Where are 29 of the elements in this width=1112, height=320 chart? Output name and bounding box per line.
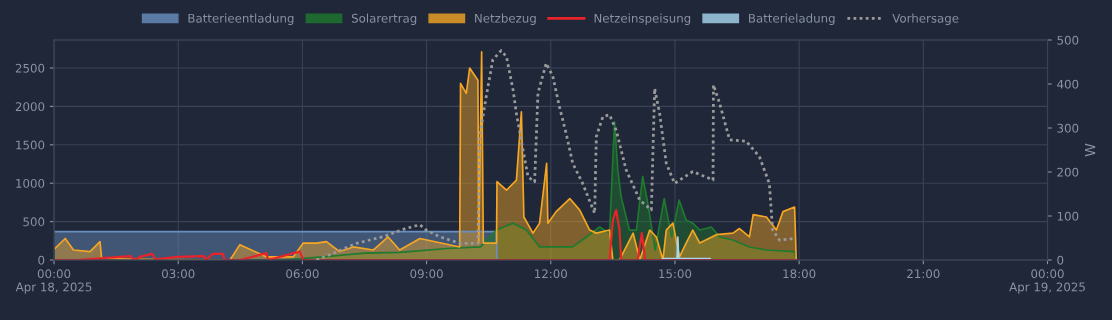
legend-label: Netzeinspeisung [594, 13, 691, 25]
x-tick-label: 00:00 Apr 18, 2025 [15, 269, 92, 294]
legend-label: Netzbezug [475, 13, 536, 25]
y2-axis-title: W [1085, 143, 1096, 157]
y-tick-label: 1000 [16, 178, 45, 188]
y-tick-label: 0 [38, 255, 45, 265]
x-tick-label: 09:00 [410, 269, 443, 279]
legend-label: Batterieladung [749, 13, 835, 25]
y2-tick-label: 200 [1057, 167, 1079, 177]
x-tick-label: 06:00 [286, 269, 319, 279]
y2-tick-label: 100 [1057, 211, 1079, 221]
legend-label: Batterieentladung [188, 13, 294, 25]
line-series [315, 49, 796, 260]
x-tick-label: 03:00 [161, 269, 195, 279]
x-tick-label: 12:00 [535, 269, 567, 279]
y2-tick-label: 0 [1057, 255, 1064, 265]
y-tick-label: 2000 [15, 102, 45, 112]
y2-tick-label: 500 [1057, 35, 1079, 45]
y-tick-label: 1500 [16, 140, 45, 150]
x-tick-label: 00:00 Apr 19, 2025 [1009, 269, 1085, 294]
x-tick-label: 21:00 [907, 269, 940, 279]
y2-tick-label: 300 [1057, 123, 1079, 133]
x-tick-label: 18:00 [783, 269, 816, 279]
y-tick-label: 500 [23, 217, 45, 227]
y2-tick-label: 400 [1057, 79, 1079, 89]
legend-label: Solarertrag [351, 13, 417, 25]
y-tick-label: 2500 [15, 63, 45, 73]
x-tick-label: 15:00 [659, 269, 692, 279]
legend-label: Vorhersage [892, 13, 959, 25]
